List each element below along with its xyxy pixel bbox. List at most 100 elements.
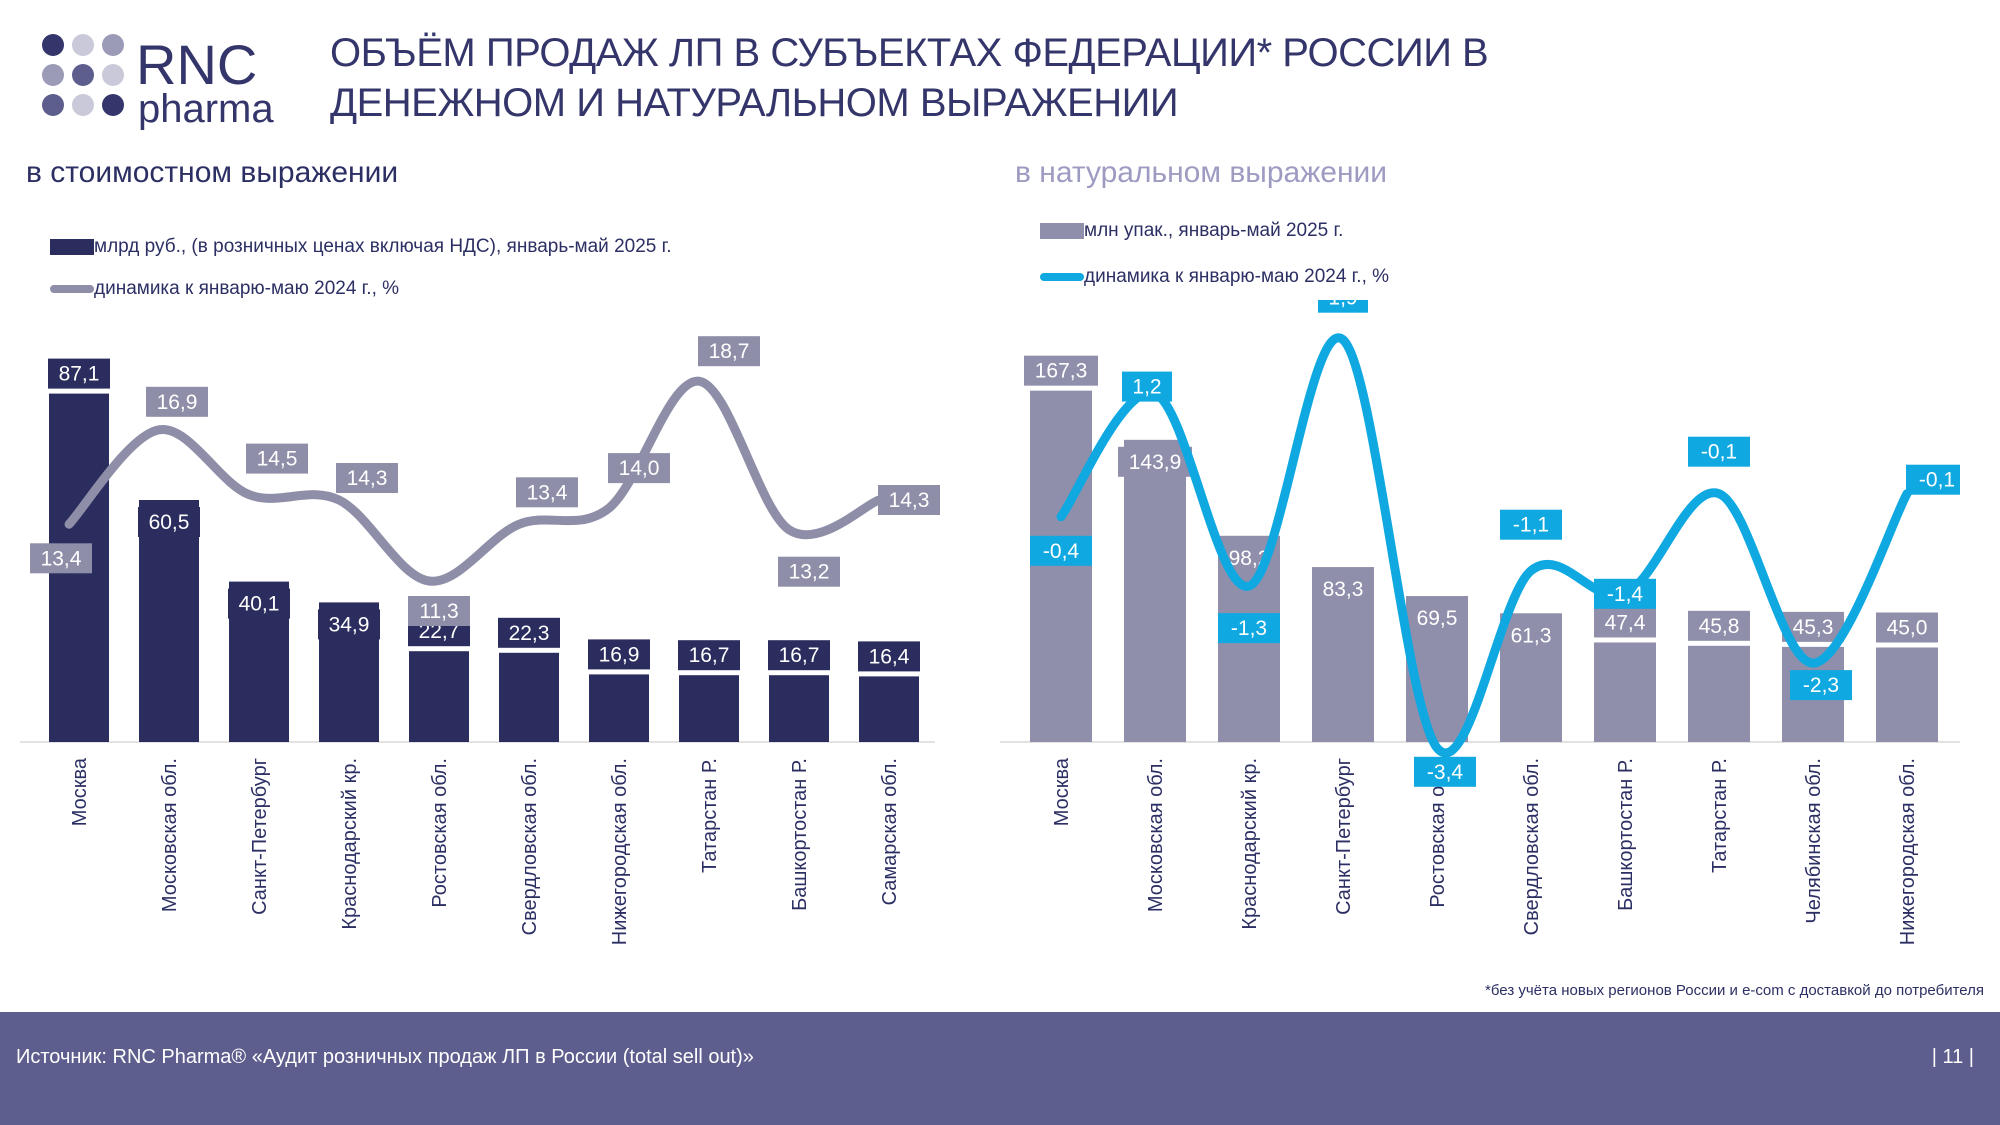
bar-label-1-text: 167,3: [1035, 360, 1088, 383]
bar-label-7-text: 47,4: [1605, 611, 1646, 634]
left-legend-bar-label: млрд руб., (в розничных ценах включая НД…: [94, 236, 672, 257]
bar-label-6: 22,3: [498, 617, 560, 648]
bar-label-10-text: 16,4: [869, 645, 910, 668]
line-label-10-bg: [1906, 464, 1960, 495]
bar-label-10: 16,4: [858, 641, 920, 672]
page-number: | 11 |: [1931, 1046, 1974, 1068]
footer-band: [0, 1012, 2000, 1125]
line-series: [1056, 333, 1912, 758]
bar-label-8-bg: [678, 640, 740, 671]
line-label-2: 16,9: [146, 386, 208, 417]
line-label-6: 13,4: [516, 477, 578, 508]
line-label-10-text: 14,3: [889, 489, 930, 512]
right-legend-line-swatch: [1040, 273, 1084, 281]
line-label-8: 18,7: [698, 336, 760, 367]
line-label-8-text: 18,7: [709, 340, 750, 363]
bar-7: [1594, 642, 1656, 742]
line-label-1-text: -0,4: [1043, 540, 1080, 563]
line-label-4: 1,9: [1318, 300, 1368, 313]
category-label-1: Москва: [1051, 757, 1073, 826]
line-label-4-text: 1,9: [1328, 300, 1357, 310]
line-label-6-bg: [1500, 509, 1562, 540]
bar-8: [679, 675, 739, 742]
right-legend-bar-swatch: [1040, 223, 1084, 239]
bar-label-6-bg: [498, 617, 560, 648]
bar-label-8: 45,8: [1688, 610, 1750, 641]
category-label-8: Татарстан Р.: [1709, 758, 1731, 873]
bar-label-6-text: 61,3: [1511, 624, 1552, 647]
page-title: ОБЪЁМ ПРОДАЖ ЛП В СУБЪЕКТАХ ФЕДЕРАЦИИ* Р…: [330, 28, 1830, 128]
category-label-8: Татарстан Р.: [699, 758, 721, 873]
bar-label-8-text: 16,7: [689, 644, 730, 667]
line-point-labels: 13,4 16,9 14,5 14,3 11,3 13,4 14,0 18,7 13,2 14,3: [30, 336, 940, 626]
bar-2: [139, 500, 199, 742]
line-point-labels: -0,4 1,2 -1,3 1,9 -3,4 -1,1 -1,4 -0,1 -2,3 -0,1: [1030, 300, 1960, 787]
category-label-1: Москва: [69, 757, 91, 826]
bar-label-7-bg: [588, 639, 650, 670]
bar-label-5-bg: [1406, 603, 1468, 634]
line-label-3-text: -1,3: [1231, 617, 1267, 640]
bar-label-4-bg: [318, 609, 380, 640]
line-label-4: 14,3: [336, 463, 398, 493]
line-label-3: 14,5: [246, 443, 308, 474]
bar-label-7: 16,9: [588, 639, 650, 670]
bar-label-4: 83,3: [1312, 574, 1374, 605]
line-label-7-bg: [1594, 578, 1656, 609]
bar-label-1-text: 87,1: [59, 363, 100, 386]
line-label-4-text: 14,3: [347, 467, 388, 490]
line-label-10-bg: [878, 485, 940, 515]
line-label-7: 14,0: [608, 453, 670, 484]
logo-brand-text: RNC: [136, 33, 257, 96]
line-label-6-bg: [516, 477, 578, 508]
page-number-value: 11: [1942, 1046, 1964, 1068]
category-label-4: Санкт-Петербург: [1333, 758, 1355, 915]
line-label-6-text: 13,4: [527, 481, 568, 504]
bar-label-6: 61,3: [1500, 620, 1562, 651]
bar-label-9-text: 16,7: [779, 644, 820, 667]
bar-label-8-bg: [1688, 610, 1750, 641]
category-label-10: Самарская обл.: [879, 758, 901, 905]
category-label-6: Свердловская обл.: [1521, 758, 1543, 935]
bar-label-9-text: 45,3: [1793, 616, 1834, 639]
line-label-9-text: -2,3: [1803, 674, 1839, 697]
bar-label-10-bg: [858, 641, 920, 672]
bar-1: [1030, 390, 1092, 742]
line-label-9: -2,3: [1790, 670, 1852, 701]
line-label-8-bg: [1688, 436, 1750, 467]
bar-6: [499, 652, 559, 742]
bar-label-3-bg: [228, 588, 290, 619]
bar-label-4-text: 83,3: [1323, 578, 1364, 601]
bar-label-7: 47,4: [1594, 607, 1656, 638]
bar-9: [769, 675, 829, 742]
bar-label-10: 45,0: [1876, 612, 1938, 643]
line-label-9-bg: [778, 556, 840, 587]
category-label-2: Московская обл.: [1145, 758, 1167, 912]
line-label-10: 14,3: [878, 485, 940, 515]
line-label-3: -1,3: [1218, 613, 1280, 644]
category-label-4: Краснодарский кр.: [339, 758, 361, 930]
line-label-7-text: 14,0: [619, 457, 660, 480]
line-label-2: 1,2: [1122, 371, 1172, 402]
bar-label-7-bg: [1594, 607, 1656, 638]
line-label-3-text: 14,5: [257, 448, 298, 471]
line-label-10: -0,1: [1906, 464, 1960, 495]
right-section-title: в натуральном выражении: [1015, 156, 1388, 189]
source-text: Источник: RNC Pharma® «Аудит розничных п…: [16, 1046, 754, 1068]
line-label-9-text: 13,2: [789, 561, 830, 584]
line-label-8-bg: [698, 336, 760, 367]
category-label-9: Башкортостан Р.: [789, 758, 811, 911]
category-label-7: Нижегородская обл.: [609, 758, 631, 945]
line-label-9: 13,2: [778, 556, 840, 587]
bar-7: [589, 674, 649, 742]
left-legend-bar-swatch: [50, 239, 94, 255]
chart-value-terms: 87,160,540,134,9 22,7 22,316,9 16,7 16,7 16,4…: [20, 336, 940, 945]
bar-label-7-text: 16,9: [599, 643, 640, 666]
line-label-4-bg: [1318, 300, 1368, 313]
bar-2: [1124, 439, 1186, 742]
line-label-4-bg: [336, 463, 398, 493]
left-legend-line-label: динамика к январю-маю 2024 г., %: [94, 278, 400, 299]
bar-label-1: 87,1: [48, 358, 110, 389]
footnote: *без учёта новых регионов России и e-com…: [1485, 982, 1984, 999]
line-label-9-bg: [1790, 670, 1852, 701]
line-label-2-bg: [1122, 371, 1172, 402]
